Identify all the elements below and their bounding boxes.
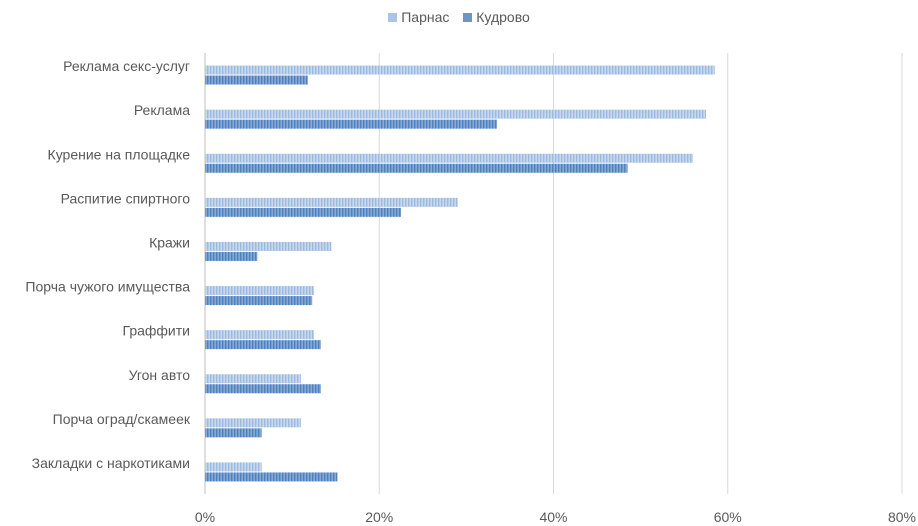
- bar-kudrovo: [205, 119, 497, 129]
- x-tick-label: 40%: [539, 509, 567, 525]
- category-label: Закладки с наркотиками: [32, 455, 190, 471]
- bar-parnas: [205, 153, 693, 163]
- bar-parnas: [205, 241, 332, 251]
- category-label: Граффити: [123, 323, 190, 339]
- category-label: Кражи: [149, 234, 190, 250]
- legend-item-parnas: Парнас: [388, 9, 449, 25]
- x-tick-label: 60%: [714, 509, 742, 525]
- category-label: Распитие спиртного: [61, 190, 191, 206]
- legend-label-parnas: Парнас: [401, 9, 450, 25]
- bar-parnas: [205, 65, 715, 75]
- x-tick-label: 80%: [888, 509, 916, 525]
- legend-label-kudrovo: Кудрово: [476, 9, 530, 25]
- chart-legend: Парнас Кудрово: [0, 9, 918, 25]
- bar-kudrovo: [205, 472, 338, 482]
- legend-swatch-parnas: [388, 13, 398, 22]
- bar-kudrovo: [205, 428, 262, 438]
- bar-kudrovo: [205, 207, 402, 217]
- bar-kudrovo: [205, 340, 321, 350]
- x-tick-label: 20%: [365, 509, 393, 525]
- category-label: Реклама секс-услуг: [63, 58, 190, 74]
- category-label: Порча оград/скамеек: [53, 411, 191, 427]
- bar-parnas: [205, 374, 301, 384]
- bar-parnas: [205, 330, 314, 340]
- x-tick-label: 0%: [195, 509, 215, 525]
- bar-kudrovo: [205, 163, 628, 173]
- bar-parnas: [205, 462, 262, 472]
- bar-kudrovo: [205, 384, 321, 394]
- bars: [205, 65, 715, 482]
- bar-kudrovo: [205, 296, 313, 306]
- bar-kudrovo: [205, 251, 258, 261]
- category-label: Порча чужого имущества: [25, 279, 190, 295]
- legend-item-kudrovo: Кудрово: [463, 9, 530, 25]
- legend-swatch-kudrovo: [463, 13, 473, 22]
- x-tick-labels: 0% 20% 40% 60% 80%: [195, 509, 916, 525]
- bar-parnas: [205, 109, 706, 119]
- category-label: Курение на площадке: [48, 146, 191, 162]
- category-label: Реклама: [134, 102, 190, 118]
- category-label: Угон авто: [129, 367, 191, 383]
- category-labels: Реклама секс-услуг Реклама Курение на площ…: [25, 58, 190, 471]
- bar-parnas: [205, 418, 301, 428]
- bar-kudrovo: [205, 75, 308, 85]
- bar-parnas: [205, 286, 314, 296]
- gridlines: [204, 53, 903, 494]
- bar-parnas: [205, 197, 458, 207]
